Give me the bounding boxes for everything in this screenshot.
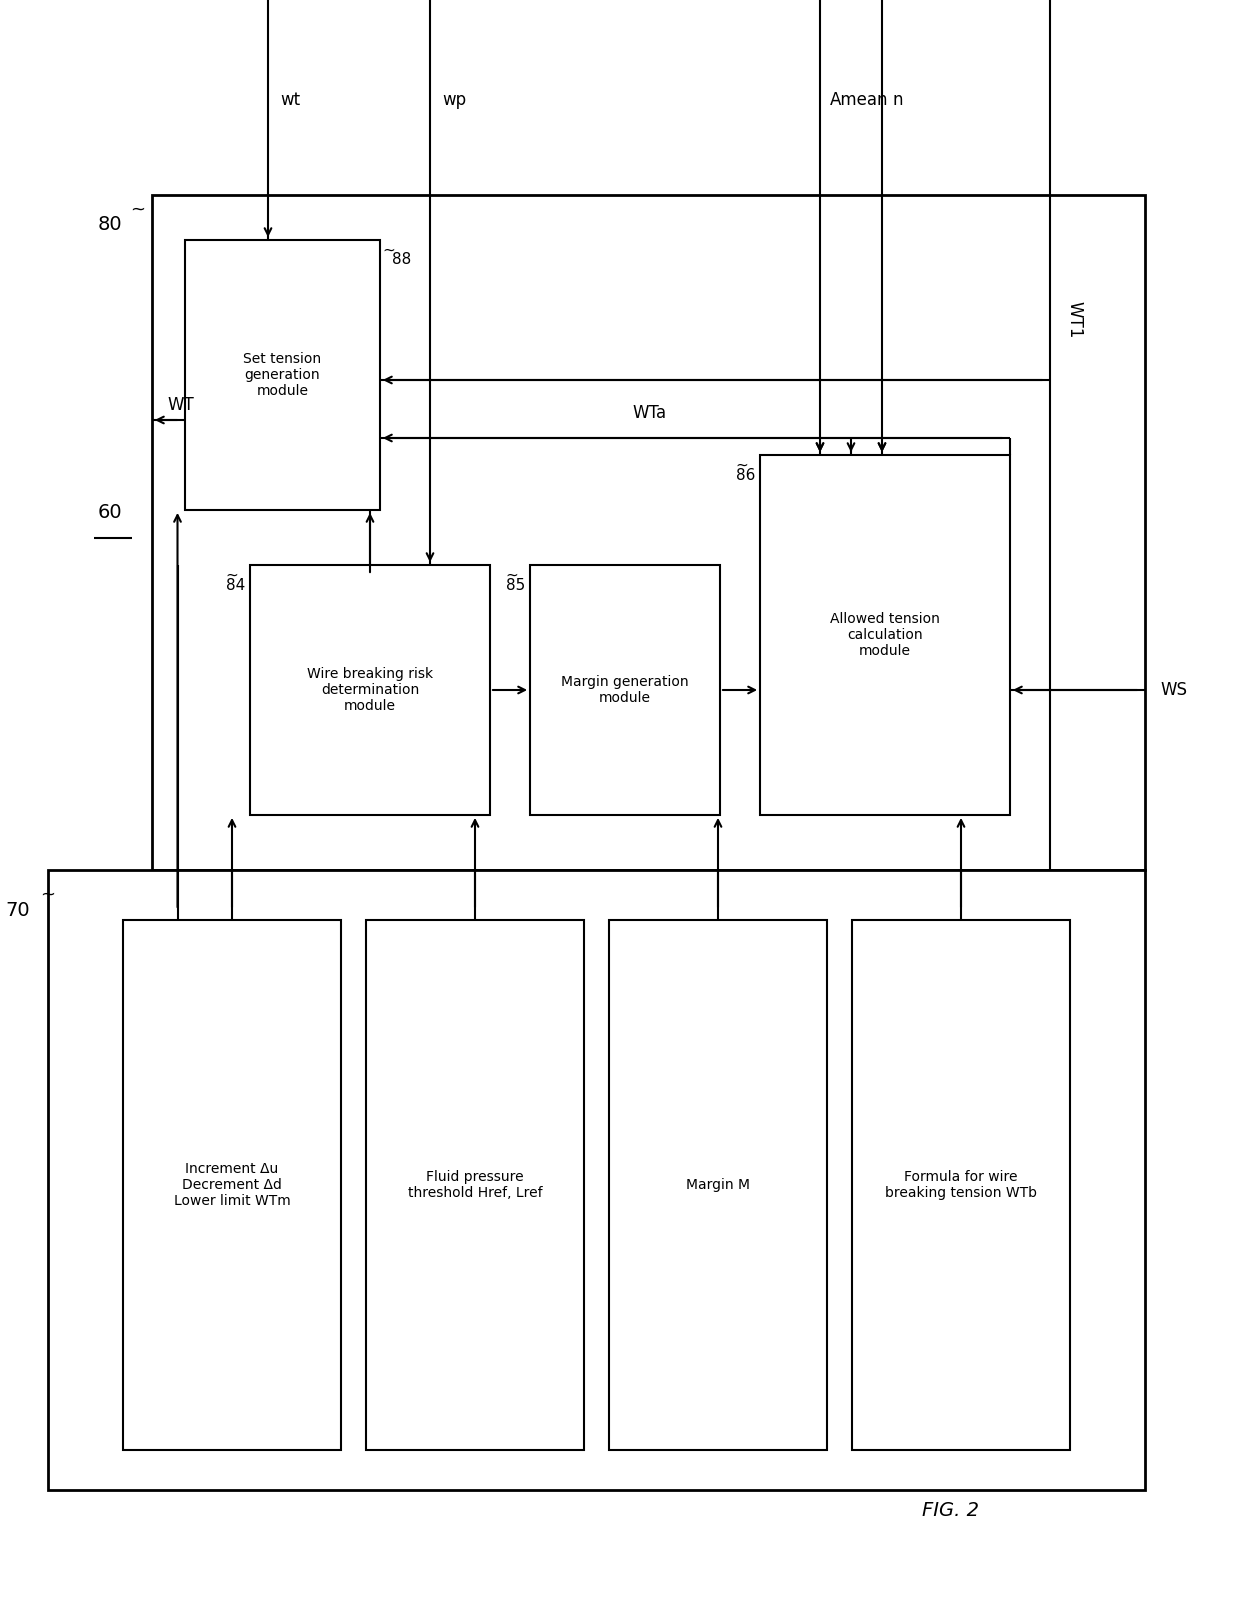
Text: ~: ~	[130, 201, 145, 219]
Text: 86: 86	[735, 468, 755, 482]
Text: Formula for wire
breaking tension WTb: Formula for wire breaking tension WTb	[885, 1170, 1037, 1200]
Text: wt: wt	[280, 92, 300, 109]
Text: ~: ~	[735, 458, 748, 472]
Text: 85: 85	[506, 577, 525, 593]
Text: 80: 80	[98, 215, 123, 235]
Text: WT: WT	[167, 395, 193, 415]
Text: WTa: WTa	[632, 403, 667, 423]
Text: Margin M: Margin M	[686, 1178, 750, 1192]
Bar	[609, 919, 827, 1450]
Text: ~: ~	[224, 567, 238, 582]
Bar	[48, 869, 1145, 1490]
Bar	[250, 566, 490, 815]
Text: ~: ~	[382, 243, 394, 257]
Text: 60: 60	[98, 503, 123, 522]
Bar	[153, 194, 1145, 869]
Bar	[185, 239, 379, 509]
Text: 88: 88	[392, 252, 412, 267]
Text: Amean: Amean	[830, 92, 889, 109]
Text: FIG. 2: FIG. 2	[921, 1501, 978, 1520]
Text: 70: 70	[6, 900, 30, 919]
Bar	[366, 919, 584, 1450]
Text: 84: 84	[226, 577, 246, 593]
Text: Set tension
generation
module: Set tension generation module	[243, 352, 321, 399]
Text: WT1: WT1	[1065, 302, 1083, 339]
Bar	[760, 455, 1011, 815]
Text: Margin generation
module: Margin generation module	[562, 675, 688, 705]
Bar	[123, 919, 341, 1450]
Bar	[529, 566, 720, 815]
Text: ~: ~	[505, 567, 518, 582]
Text: Allowed tension
calculation
module: Allowed tension calculation module	[830, 612, 940, 659]
Text: ~: ~	[40, 885, 55, 905]
Text: Increment Δu
Decrement Δd
Lower limit WTm: Increment Δu Decrement Δd Lower limit WT…	[174, 1162, 290, 1208]
Text: Fluid pressure
threshold Href, Lref: Fluid pressure threshold Href, Lref	[408, 1170, 542, 1200]
Text: wp: wp	[441, 92, 466, 109]
Text: n: n	[892, 92, 903, 109]
Bar	[852, 919, 1070, 1450]
Text: Wire breaking risk
determination
module: Wire breaking risk determination module	[308, 667, 433, 714]
Text: WS: WS	[1159, 681, 1187, 699]
